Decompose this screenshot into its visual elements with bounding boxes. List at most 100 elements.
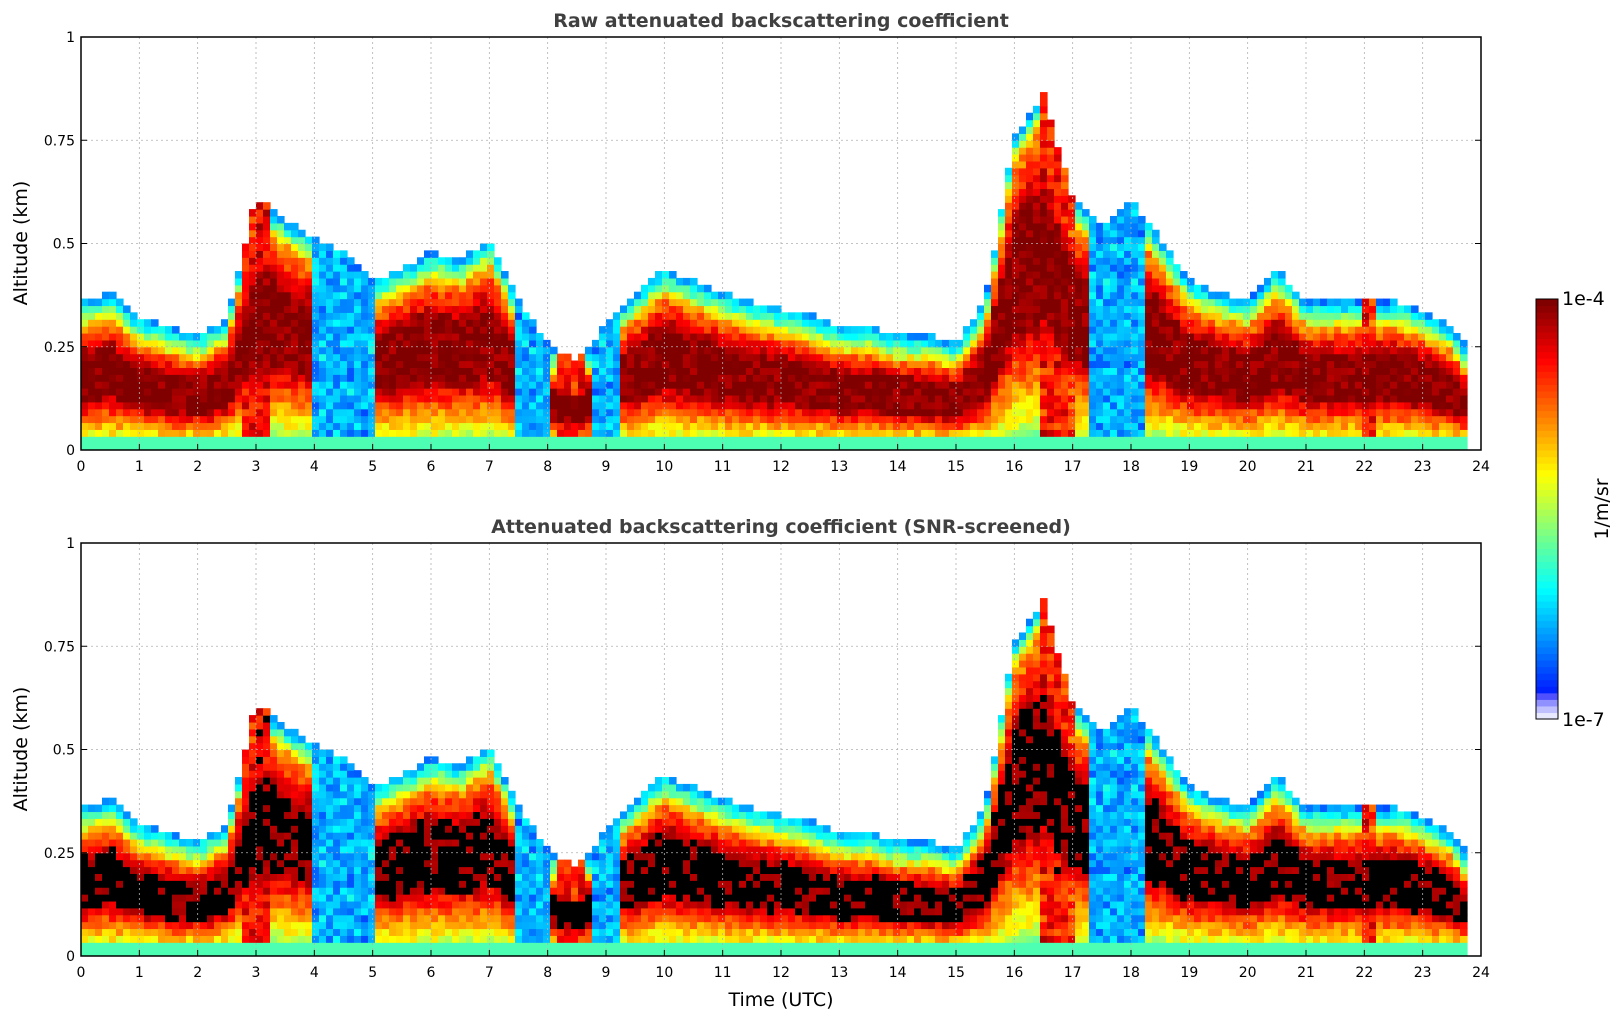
heatmap-cell: [1418, 401, 1426, 410]
heatmap-cell: [410, 394, 418, 403]
heatmap-cell: [774, 408, 782, 417]
heatmap-cell: [1306, 312, 1314, 320]
heatmap-cell: [1131, 209, 1139, 217]
heatmap-cell: [347, 298, 355, 307]
heatmap-cell: [382, 367, 390, 375]
heatmap-cell: [221, 429, 229, 437]
heatmap-cell: [1369, 436, 1377, 444]
heatmap-cell: [417, 326, 425, 334]
heatmap-cell: [928, 401, 936, 410]
heatmap-cell: [844, 415, 852, 424]
heatmap-cell: [263, 250, 271, 258]
heatmap-cell: [879, 436, 887, 444]
heatmap-cell: [354, 264, 362, 272]
heatmap-cell: [1299, 443, 1307, 450]
heatmap-cell: [277, 277, 285, 286]
heatmap-cell: [1278, 312, 1286, 320]
heatmap-cell: [1285, 381, 1293, 389]
heatmap-cell: [585, 436, 593, 444]
heatmap-cell: [1138, 250, 1146, 258]
heatmap-cell: [1404, 326, 1412, 334]
heatmap-cell: [1264, 422, 1272, 430]
heatmap-cell: [1173, 401, 1181, 410]
x-tick-label: 1: [135, 459, 144, 475]
heatmap-cell: [1103, 360, 1111, 368]
heatmap-cell: [214, 443, 222, 450]
heatmap-cell: [291, 291, 299, 300]
heatmap-cell: [767, 367, 775, 375]
heatmap-cell: [1019, 140, 1027, 148]
heatmap-cell: [1131, 215, 1139, 224]
heatmap-cell: [704, 312, 712, 320]
heatmap-cell: [746, 415, 754, 424]
heatmap-cell: [1432, 374, 1440, 382]
heatmap-cell: [599, 429, 607, 437]
heatmap-cell: [1299, 360, 1307, 368]
heatmap-cell: [193, 436, 201, 444]
heatmap-cell: [1082, 326, 1090, 334]
heatmap-cell: [1278, 353, 1286, 362]
heatmap-cell: [1005, 277, 1013, 286]
heatmap-cell: [445, 367, 453, 375]
heatmap-cell: [613, 394, 621, 403]
heatmap-cell: [683, 388, 691, 396]
heatmap-cell: [648, 284, 656, 293]
heatmap-cell: [165, 326, 173, 334]
heatmap-cell: [1061, 167, 1069, 176]
heatmap-cell: [1348, 429, 1356, 437]
heatmap-cell: [1222, 346, 1230, 355]
heatmap-cell: [1180, 312, 1188, 320]
heatmap-cell: [1075, 339, 1083, 348]
heatmap-cell: [1026, 394, 1034, 403]
heatmap-cell: [1418, 408, 1426, 417]
heatmap-cell: [375, 381, 383, 389]
heatmap-cell: [1271, 332, 1279, 341]
heatmap-cell: [1138, 443, 1146, 450]
heatmap-cell: [403, 284, 411, 293]
heatmap-cell: [291, 339, 299, 348]
heatmap-cell: [557, 443, 565, 450]
heatmap-cell: [172, 436, 180, 444]
heatmap-cell: [1103, 319, 1111, 327]
heatmap-cell: [564, 367, 572, 375]
heatmap-cell: [389, 360, 397, 368]
heatmap-cell: [809, 319, 817, 327]
heatmap-cell: [333, 408, 341, 417]
heatmap-cell: [284, 222, 292, 231]
heatmap-cell: [690, 436, 698, 444]
heatmap-cell: [1145, 236, 1153, 245]
heatmap-cell: [1012, 408, 1020, 417]
heatmap-cell: [1264, 381, 1272, 389]
heatmap-cell: [1271, 305, 1279, 313]
heatmap-cell: [1138, 381, 1146, 389]
heatmap-cell: [1082, 264, 1090, 272]
heatmap-cell: [116, 353, 124, 362]
heatmap-cell: [81, 360, 89, 368]
heatmap-cell: [375, 291, 383, 300]
heatmap-cell: [116, 388, 124, 396]
heatmap-cell: [312, 264, 320, 272]
heatmap-cell: [1075, 332, 1083, 341]
heatmap-cell: [1103, 264, 1111, 272]
heatmap-cell: [354, 408, 362, 417]
heatmap-cell: [550, 388, 558, 396]
heatmap-cell: [1257, 381, 1265, 389]
heatmap-cell: [312, 332, 320, 341]
heatmap-cell: [172, 443, 180, 450]
heatmap-cell: [375, 415, 383, 424]
heatmap-cell: [914, 367, 922, 375]
heatmap-cell: [1012, 257, 1020, 265]
heatmap-cell: [774, 326, 782, 334]
heatmap-cell: [1012, 154, 1020, 162]
heatmap-cell: [1327, 381, 1335, 389]
heatmap-cell: [1348, 436, 1356, 444]
heatmap-cell: [704, 353, 712, 362]
heatmap-cell: [1173, 284, 1181, 293]
heatmap-cell: [347, 312, 355, 320]
heatmap-cell: [648, 443, 656, 450]
heatmap-cell: [158, 346, 166, 355]
heatmap-cell: [1243, 360, 1251, 368]
heatmap-cell: [221, 332, 229, 341]
heatmap-cell: [368, 277, 376, 286]
heatmap-cell: [1068, 284, 1076, 293]
